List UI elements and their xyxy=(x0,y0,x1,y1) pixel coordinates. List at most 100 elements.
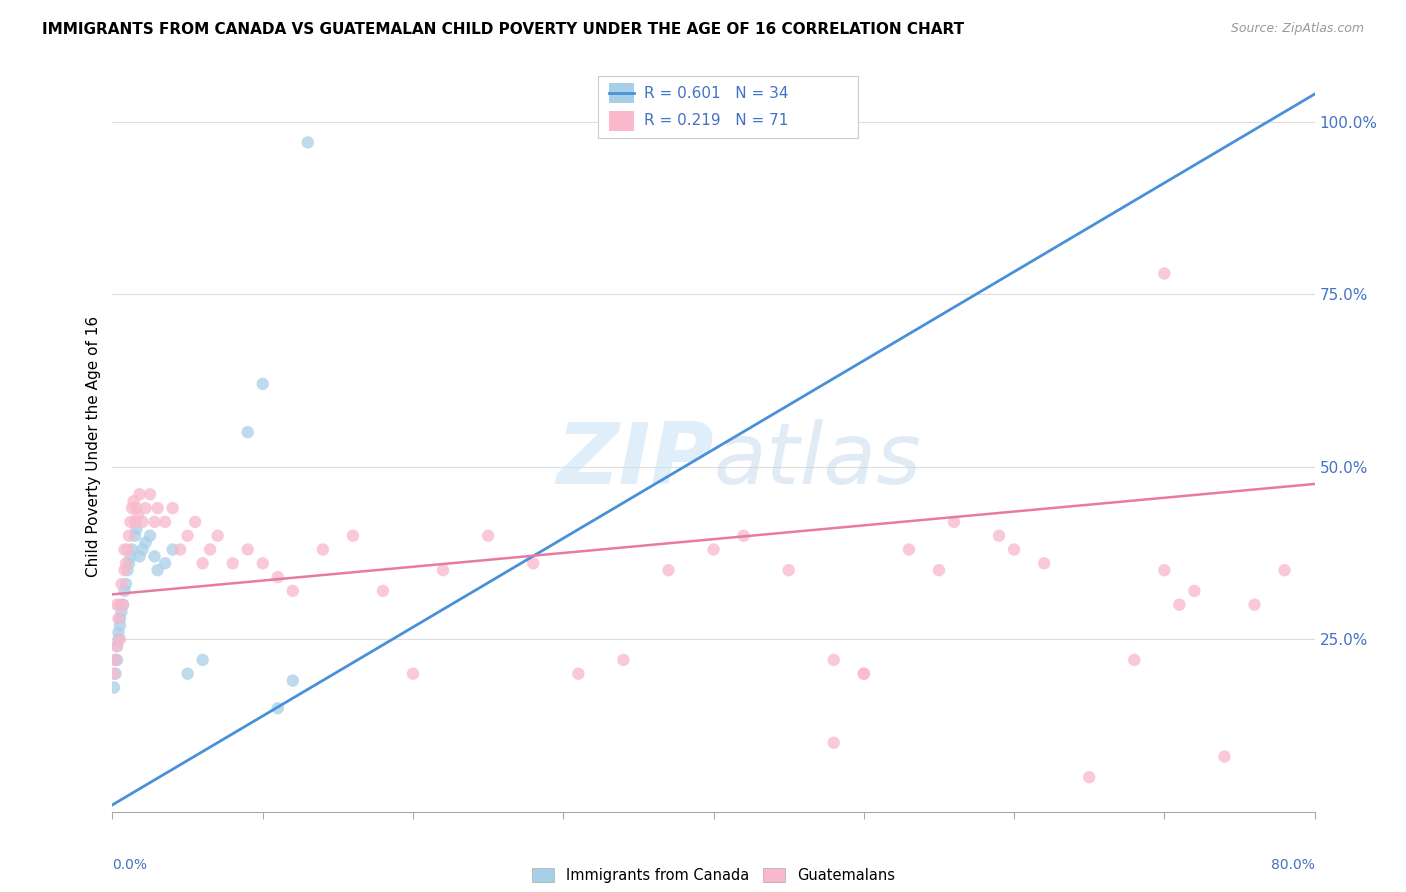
Point xyxy=(477,529,499,543)
Point xyxy=(143,515,166,529)
Point xyxy=(125,501,148,516)
Point xyxy=(281,583,304,598)
Point xyxy=(117,542,139,557)
Point xyxy=(128,487,150,501)
Point xyxy=(120,549,142,564)
Point xyxy=(135,535,157,549)
Point xyxy=(823,736,845,750)
Point xyxy=(703,542,725,557)
Point xyxy=(110,605,132,619)
Point xyxy=(162,501,184,516)
Point xyxy=(1243,598,1265,612)
Text: atlas: atlas xyxy=(714,419,921,502)
Point xyxy=(169,542,191,557)
Point xyxy=(108,598,131,612)
Point xyxy=(128,549,150,564)
Point xyxy=(1123,653,1146,667)
Point xyxy=(111,598,134,612)
Point xyxy=(778,563,800,577)
Text: R = 0.219   N = 71: R = 0.219 N = 71 xyxy=(644,113,789,128)
Point xyxy=(118,557,141,571)
Text: 0.0%: 0.0% xyxy=(112,858,148,872)
Point xyxy=(852,666,875,681)
Point xyxy=(657,563,679,577)
Point xyxy=(107,625,129,640)
Point xyxy=(1153,563,1175,577)
Point xyxy=(236,542,259,557)
Point xyxy=(108,632,131,647)
Point xyxy=(198,542,221,557)
Text: ZIP: ZIP xyxy=(555,419,714,502)
Point xyxy=(104,653,127,667)
Point xyxy=(146,501,169,516)
Point xyxy=(146,563,169,577)
Point xyxy=(162,542,184,557)
Point xyxy=(522,557,544,571)
Point xyxy=(1274,563,1296,577)
Point xyxy=(124,515,146,529)
Point xyxy=(103,681,125,695)
Point xyxy=(115,577,138,591)
Point xyxy=(125,522,148,536)
Point xyxy=(105,639,128,653)
Point xyxy=(897,542,920,557)
Point xyxy=(104,666,127,681)
Point xyxy=(153,515,176,529)
Text: IMMIGRANTS FROM CANADA VS GUATEMALAN CHILD POVERTY UNDER THE AGE OF 16 CORRELATI: IMMIGRANTS FROM CANADA VS GUATEMALAN CHI… xyxy=(42,22,965,37)
Point xyxy=(121,542,143,557)
Point xyxy=(191,653,214,667)
Point xyxy=(143,549,166,564)
Point xyxy=(103,666,125,681)
Point xyxy=(139,529,162,543)
Point xyxy=(107,632,129,647)
Point xyxy=(114,542,136,557)
Point xyxy=(1033,557,1056,571)
Point xyxy=(222,557,245,571)
Point xyxy=(121,501,143,516)
Point xyxy=(371,583,394,598)
Point xyxy=(252,557,274,571)
Y-axis label: Child Poverty Under the Age of 16: Child Poverty Under the Age of 16 xyxy=(86,316,101,576)
Point xyxy=(127,508,149,522)
Point xyxy=(107,611,129,625)
Text: 80.0%: 80.0% xyxy=(1271,858,1315,872)
Point xyxy=(111,598,134,612)
Point xyxy=(104,653,127,667)
Point xyxy=(135,501,157,516)
Point xyxy=(823,653,845,667)
Point xyxy=(131,542,153,557)
Point xyxy=(207,529,229,543)
Point xyxy=(120,515,142,529)
Point xyxy=(852,666,875,681)
Point xyxy=(105,639,128,653)
Point xyxy=(402,666,425,681)
Point xyxy=(567,666,589,681)
Point xyxy=(139,487,162,501)
Point xyxy=(281,673,304,688)
Point xyxy=(105,598,128,612)
Point xyxy=(297,136,319,150)
Point xyxy=(1213,749,1236,764)
Point xyxy=(928,563,950,577)
Point xyxy=(1168,598,1191,612)
Point xyxy=(1002,542,1025,557)
Text: Source: ZipAtlas.com: Source: ZipAtlas.com xyxy=(1230,22,1364,36)
Point xyxy=(184,515,207,529)
Point xyxy=(110,577,132,591)
Point xyxy=(342,529,364,543)
Point xyxy=(312,542,335,557)
Point xyxy=(118,529,141,543)
Point xyxy=(267,701,290,715)
Point xyxy=(108,611,131,625)
Point xyxy=(176,666,198,681)
Point xyxy=(114,563,136,577)
Point xyxy=(153,557,176,571)
Point xyxy=(114,583,136,598)
Point xyxy=(1184,583,1206,598)
Point xyxy=(943,515,966,529)
Point xyxy=(432,563,454,577)
Point xyxy=(176,529,198,543)
Point xyxy=(612,653,634,667)
Point xyxy=(122,494,145,508)
Point xyxy=(105,653,128,667)
